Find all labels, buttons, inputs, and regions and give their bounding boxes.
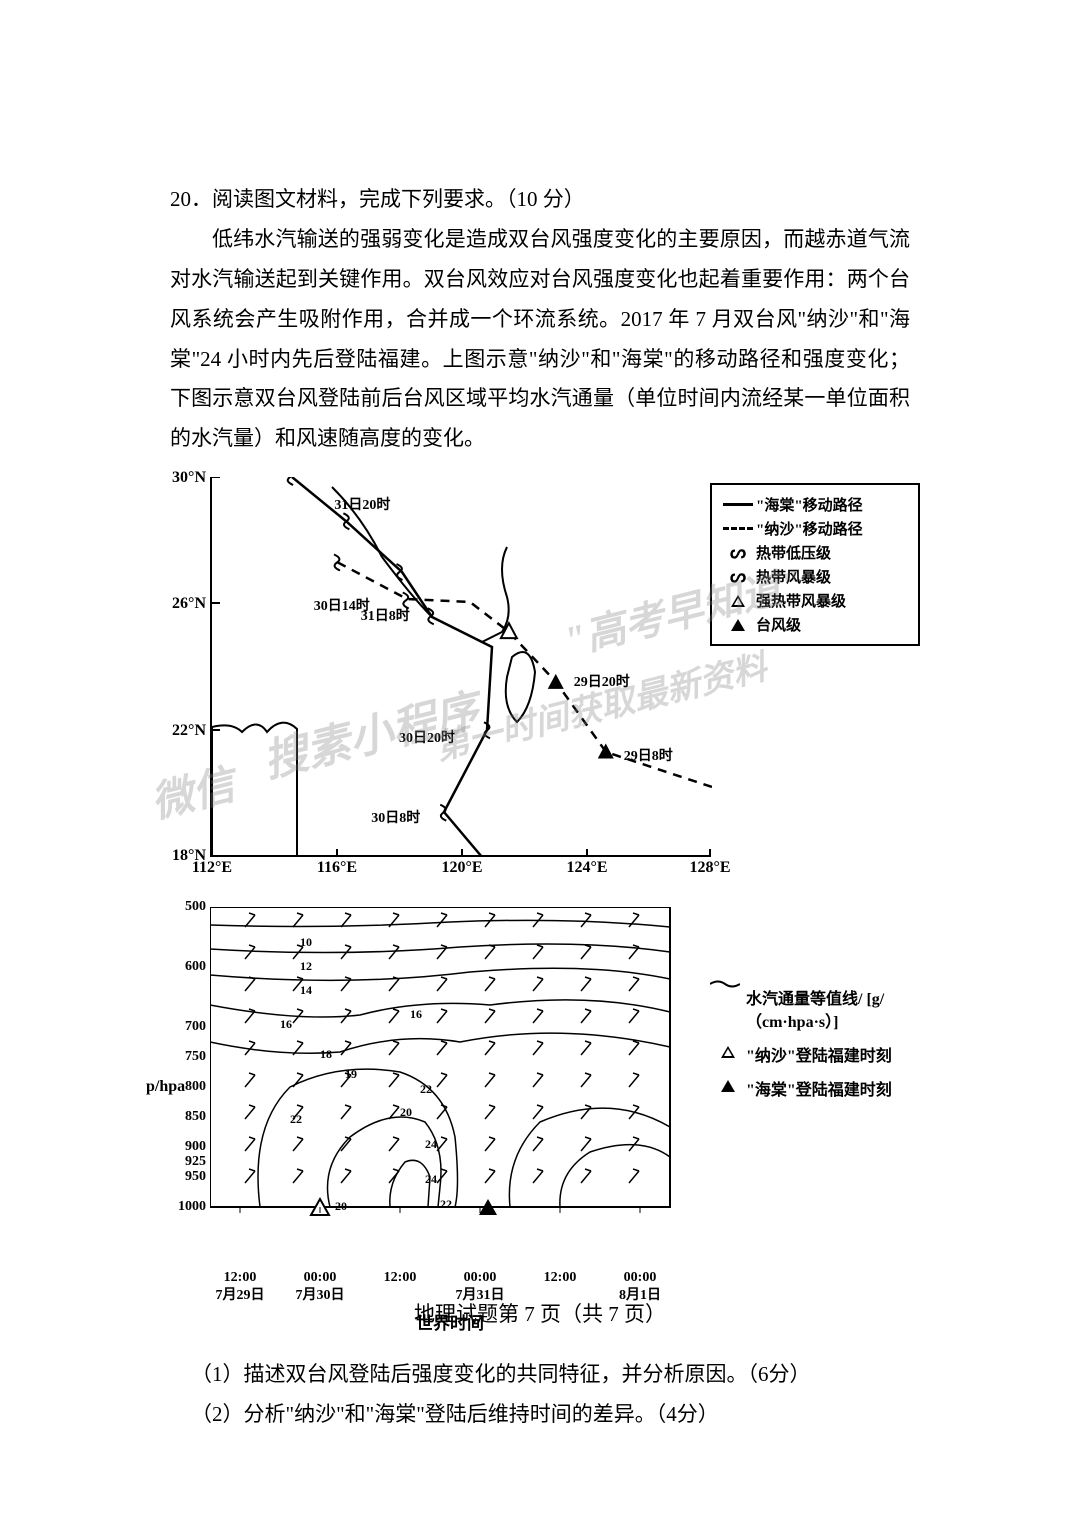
lon-label-128: 128°E (689, 855, 730, 877)
map-legend: "海棠"移动路径 "纳沙"移动路径 ᔕ热带低压级 ᔕ热带风暴级 强热带风暴级 台… (710, 483, 920, 646)
contour-value-label: 22 (420, 1082, 432, 1097)
map-figure: 30°N 26°N 22°N 18°N 112°E 116°E 120°E 12… (210, 477, 710, 857)
subquestion-2: （2）分析"纳沙"和"海棠"登陆后维持时间的差异。（4分） (191, 1395, 910, 1435)
p-level-label: 800 (185, 1079, 210, 1095)
contour-x-tick: 12:00 (384, 1267, 417, 1287)
contour-legend: 水汽通量等值线/ [g/（cm·hpa·s）] "纳沙"登陆福建时刻 "海棠"登… (710, 977, 960, 1115)
question-paragraph: 低纬水汽输送的强弱变化是造成双台风强度变化的主要原因，而越赤道气流对水汽输送起到… (170, 220, 910, 459)
legend-nasha-path: "纳沙"移动路径 (756, 518, 910, 539)
question-header: 20．阅读图文材料，完成下列要求。（10 分） (170, 180, 910, 220)
legend-ty-icon (720, 619, 756, 631)
legend-line-dash-icon (723, 527, 753, 530)
p-level-label: 750 (185, 1049, 210, 1065)
contour-ylabel: p/hpa (146, 1078, 185, 1096)
legend-haitang-path: "海棠"移动路径 (756, 494, 910, 515)
map-point-label: 29日20时 (574, 671, 630, 691)
page-footer: 地理试题第 7 页（共 7 页） (0, 1298, 1080, 1328)
legend-line-solid-icon (723, 503, 753, 506)
legend-sts: 强热带风暴级 (756, 590, 910, 611)
contour-value-label: 16 (280, 1017, 292, 1032)
map-point-label: 30日8时 (371, 807, 420, 827)
p-level-label: 950 (185, 1169, 210, 1185)
contour-x-tick: 12:00 (544, 1267, 577, 1287)
p-level-label: 700 (185, 1019, 210, 1035)
question-prompt: ．阅读图文材料，完成下列要求。（10 分） (191, 187, 585, 211)
p-level-label: 1000 (178, 1199, 210, 1215)
p-level-label: 850 (185, 1109, 210, 1125)
p-level-label: 925 (185, 1154, 210, 1170)
contour-value-label: 18 (320, 1047, 332, 1062)
legend-nasha-land-icon (710, 1046, 746, 1058)
contour-value-label: 20 (400, 1105, 412, 1120)
contour-value-label: 14 (300, 983, 312, 998)
lon-label-112: 112°E (192, 855, 232, 877)
legend-nasha-land: "纳沙"登陆福建时刻 (746, 1046, 892, 1068)
map-point-label: 31日20时 (334, 494, 390, 514)
lon-label-116: 116°E (317, 855, 357, 877)
contour-value-label: 24 (425, 1172, 437, 1187)
legend-sts-icon (720, 595, 756, 607)
legend-contour-label: 水汽通量等值线/ [g/（cm·hpa·s）] (746, 989, 960, 1034)
contour-figure: p/hpa 5006007007508008509009259501000 (210, 907, 690, 1267)
contour-value-label: 12 (300, 959, 312, 974)
legend-td: 热带低压级 (756, 542, 910, 563)
legend-td-icon: ᔕ (720, 542, 756, 563)
lat-label-30: 30°N (172, 469, 212, 487)
contour-value-label: 22 (290, 1112, 302, 1127)
p-level-label: 500 (185, 899, 210, 915)
map-point-label: 29日8时 (624, 745, 673, 765)
legend-haitang-land: "海棠"登陆福建时刻 (746, 1080, 892, 1102)
legend-ty: 台风级 (756, 614, 910, 635)
map-point-label: 31日8时 (361, 605, 410, 625)
map-svg (212, 477, 712, 857)
lat-label-26: 26°N (172, 595, 212, 613)
contour-value-label: 10 (300, 935, 312, 950)
question-number: 20 (170, 187, 191, 211)
legend-haitang-land-icon (710, 1080, 746, 1092)
contour-value-label: 16 (410, 1007, 422, 1022)
contour-value-label: 22 (440, 1197, 452, 1212)
subquestion-1: （1）描述双台风登陆后强度变化的共同特征，并分析原因。（6分） (191, 1355, 910, 1395)
lat-label-22: 22°N (172, 722, 212, 740)
legend-ts-icon: ᔕ (720, 566, 756, 587)
lon-label-120: 120°E (441, 855, 482, 877)
contour-value-label: 24 (425, 1137, 437, 1152)
p-level-label: 900 (185, 1139, 210, 1155)
lon-label-124: 124°E (566, 855, 607, 877)
contour-value-label: 19 (345, 1067, 357, 1082)
contour-svg (210, 907, 690, 1217)
map-point-label: 30日20时 (399, 727, 455, 747)
figure-map-wrap: 30°N 26°N 22°N 18°N 112°E 116°E 120°E 12… (210, 477, 930, 1267)
contour-value-label: 20 (335, 1199, 347, 1214)
legend-ts: 热带风暴级 (756, 566, 910, 587)
p-level-label: 600 (185, 959, 210, 975)
